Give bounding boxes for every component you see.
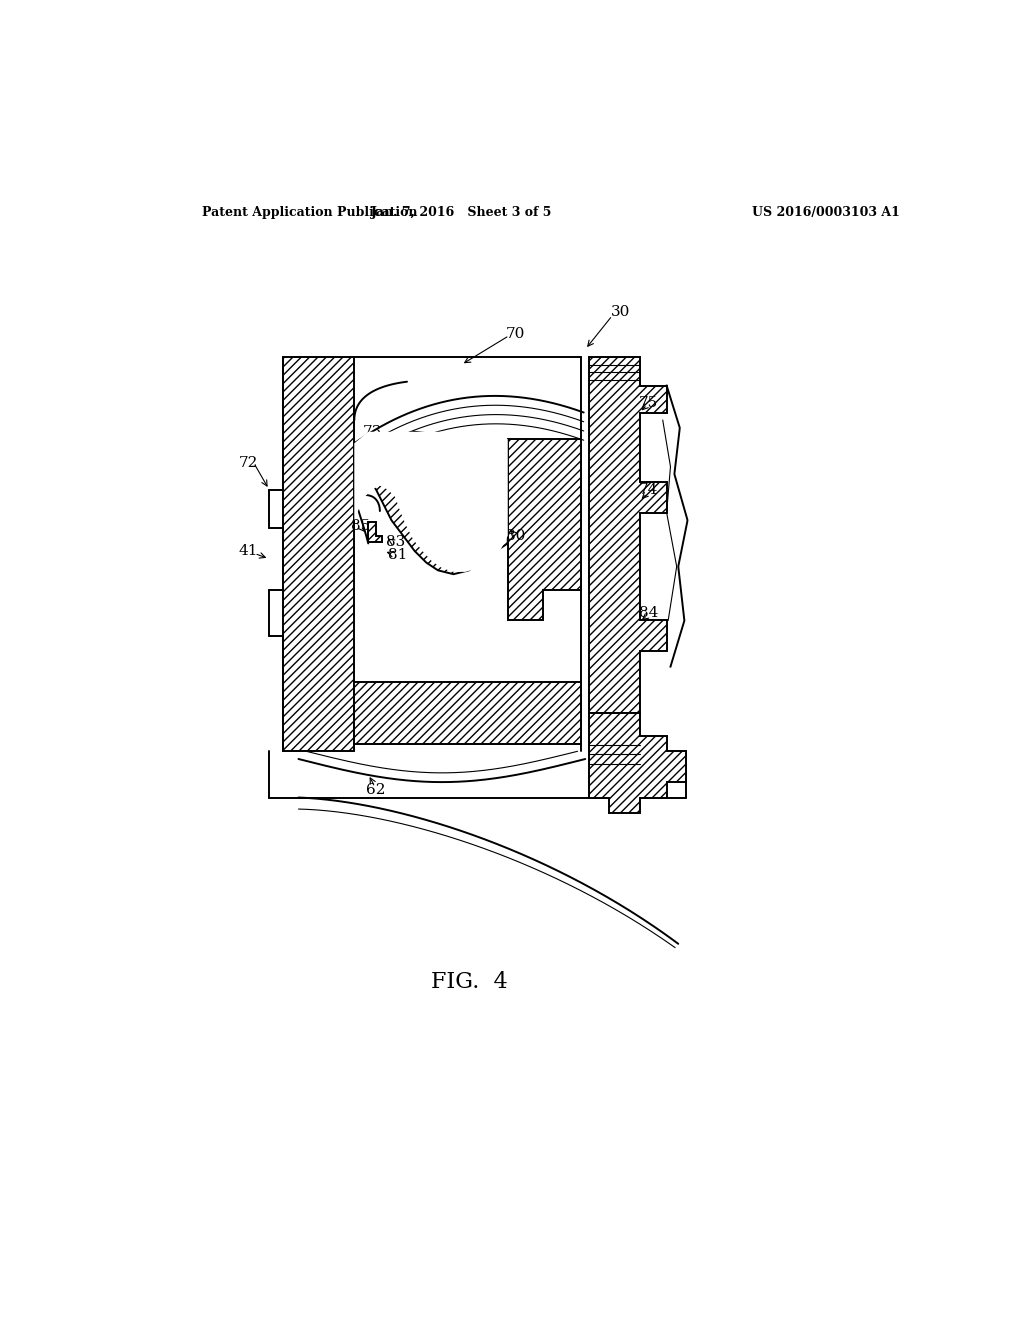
Polygon shape bbox=[589, 713, 686, 813]
Text: 70: 70 bbox=[506, 327, 525, 341]
Text: 30: 30 bbox=[610, 305, 630, 319]
Text: 80: 80 bbox=[506, 529, 525, 543]
Polygon shape bbox=[283, 358, 354, 751]
Text: 76: 76 bbox=[428, 451, 447, 466]
Text: 74: 74 bbox=[639, 483, 658, 496]
Text: 73: 73 bbox=[362, 425, 382, 438]
Polygon shape bbox=[354, 432, 508, 572]
Text: Patent Application Publication: Patent Application Publication bbox=[202, 206, 417, 219]
Text: FIG.  4: FIG. 4 bbox=[431, 972, 507, 993]
Polygon shape bbox=[369, 521, 382, 543]
Polygon shape bbox=[508, 440, 582, 620]
Text: US 2016/0003103 A1: US 2016/0003103 A1 bbox=[752, 206, 899, 219]
Text: 85: 85 bbox=[351, 520, 370, 533]
Polygon shape bbox=[354, 682, 582, 743]
Text: 41: 41 bbox=[239, 544, 258, 558]
Polygon shape bbox=[589, 358, 667, 713]
Text: 84: 84 bbox=[639, 606, 658, 619]
Text: 75: 75 bbox=[639, 396, 658, 411]
Text: 62: 62 bbox=[367, 783, 386, 797]
Polygon shape bbox=[354, 432, 508, 574]
Text: Jan. 7, 2016   Sheet 3 of 5: Jan. 7, 2016 Sheet 3 of 5 bbox=[371, 206, 552, 219]
Text: 72: 72 bbox=[239, 455, 258, 470]
Text: 83: 83 bbox=[386, 535, 406, 549]
Text: 81: 81 bbox=[388, 548, 408, 562]
